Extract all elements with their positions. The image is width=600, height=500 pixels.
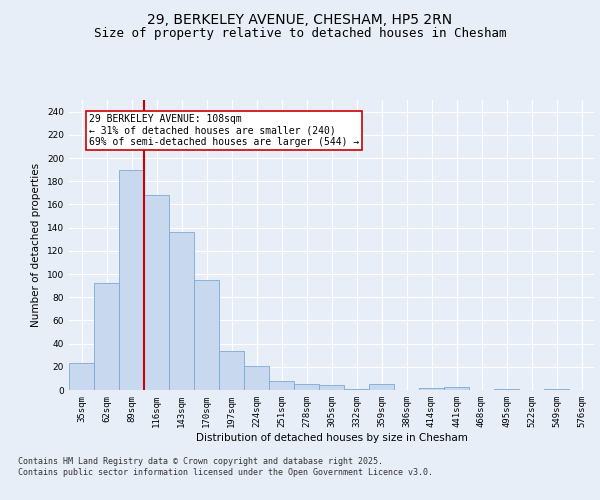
Y-axis label: Number of detached properties: Number of detached properties bbox=[31, 163, 41, 327]
X-axis label: Distribution of detached houses by size in Chesham: Distribution of detached houses by size … bbox=[196, 432, 467, 442]
Text: 29, BERKELEY AVENUE, CHESHAM, HP5 2RN: 29, BERKELEY AVENUE, CHESHAM, HP5 2RN bbox=[148, 12, 452, 26]
Bar bbox=[294, 384, 319, 390]
Text: 29 BERKELEY AVENUE: 108sqm
← 31% of detached houses are smaller (240)
69% of sem: 29 BERKELEY AVENUE: 108sqm ← 31% of deta… bbox=[89, 114, 359, 147]
Bar bbox=[344, 389, 369, 390]
Text: Size of property relative to detached houses in Chesham: Size of property relative to detached ho… bbox=[94, 28, 506, 40]
Bar bbox=[194, 280, 219, 390]
Bar bbox=[444, 386, 469, 390]
Bar bbox=[369, 384, 394, 390]
Bar bbox=[169, 232, 194, 390]
Text: Contains HM Land Registry data © Crown copyright and database right 2025.
Contai: Contains HM Land Registry data © Crown c… bbox=[18, 458, 433, 477]
Bar bbox=[544, 389, 569, 390]
Bar bbox=[319, 386, 344, 390]
Bar bbox=[219, 350, 244, 390]
Bar bbox=[144, 195, 169, 390]
Bar bbox=[119, 170, 144, 390]
Bar bbox=[269, 380, 294, 390]
Bar bbox=[419, 388, 444, 390]
Bar bbox=[494, 389, 519, 390]
Bar bbox=[69, 364, 94, 390]
Bar bbox=[94, 284, 119, 390]
Bar bbox=[244, 366, 269, 390]
